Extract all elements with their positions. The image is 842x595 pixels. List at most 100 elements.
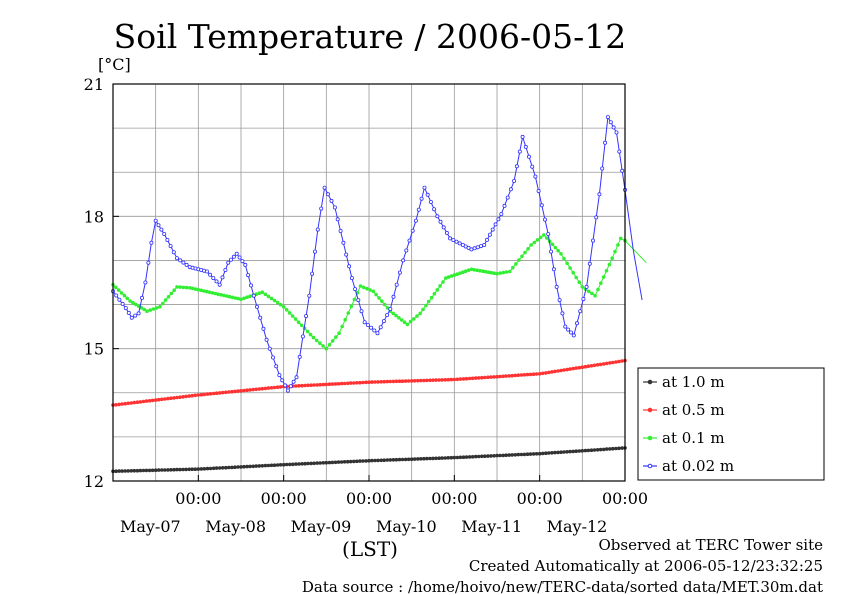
data-point xyxy=(264,337,269,342)
data-point xyxy=(523,250,527,255)
data-point xyxy=(504,374,508,378)
data-point xyxy=(413,218,418,223)
data-point xyxy=(147,468,152,473)
data-point xyxy=(517,149,522,154)
data-point xyxy=(479,375,484,380)
data-point xyxy=(539,203,544,208)
data-point xyxy=(559,252,563,256)
data-point xyxy=(359,309,364,314)
data-point xyxy=(616,243,620,247)
data-point xyxy=(620,359,624,363)
data-point xyxy=(556,450,560,455)
data-point xyxy=(428,199,433,204)
data-point xyxy=(475,245,480,250)
data-point xyxy=(135,400,140,405)
data-point xyxy=(174,256,179,261)
data-point xyxy=(132,468,137,473)
data-point xyxy=(367,458,371,463)
data-point xyxy=(455,455,460,460)
data-point xyxy=(254,464,259,468)
data-point xyxy=(416,207,421,212)
series-at-0-02-m xyxy=(111,115,643,393)
data-point xyxy=(207,290,212,295)
data-point xyxy=(382,458,387,463)
data-point xyxy=(211,276,216,281)
data-point xyxy=(245,388,249,393)
data-point xyxy=(520,254,524,259)
data-point xyxy=(533,174,538,179)
data-point xyxy=(270,355,275,360)
data-point xyxy=(556,248,560,253)
data-point xyxy=(478,268,482,273)
data-point xyxy=(318,461,323,465)
data-point xyxy=(391,294,396,299)
data-point xyxy=(234,251,239,256)
data-point xyxy=(138,468,143,473)
data-point xyxy=(260,290,265,295)
data-point xyxy=(391,379,396,384)
data-point xyxy=(154,306,159,310)
data-point xyxy=(315,383,320,387)
data-point xyxy=(217,466,222,470)
data-point xyxy=(171,250,176,255)
note-created: Created Automatically at 2006-05-12/23:3… xyxy=(469,557,823,575)
data-point xyxy=(604,447,609,451)
data-point xyxy=(400,379,405,384)
data-point xyxy=(120,469,124,473)
data-point xyxy=(303,461,307,466)
data-point xyxy=(291,379,296,384)
data-point xyxy=(144,468,149,473)
data-point xyxy=(571,449,575,454)
data-point xyxy=(598,447,603,452)
data-point xyxy=(437,456,441,461)
data-point xyxy=(610,256,614,261)
data-point xyxy=(551,267,556,272)
data-point xyxy=(598,362,603,367)
data-point xyxy=(123,401,127,406)
data-point xyxy=(510,453,515,457)
data-point xyxy=(409,379,414,383)
data-point xyxy=(315,227,320,232)
data-point xyxy=(507,269,512,274)
data-point xyxy=(409,457,414,462)
data-point xyxy=(510,265,515,270)
data-point xyxy=(193,287,198,291)
data-point xyxy=(467,376,472,381)
data-point xyxy=(467,455,472,459)
data-point xyxy=(334,335,338,339)
data-point xyxy=(248,388,252,392)
data-point xyxy=(240,259,245,264)
data-point xyxy=(342,459,347,464)
data-point xyxy=(178,285,183,289)
data-point xyxy=(394,282,399,287)
data-point xyxy=(340,324,345,329)
data-point xyxy=(574,275,578,280)
data-point xyxy=(284,307,289,312)
data-point xyxy=(507,374,512,378)
data-point xyxy=(419,196,424,201)
data-point xyxy=(327,382,332,387)
data-point xyxy=(245,464,249,469)
data-point xyxy=(550,370,554,374)
data-point xyxy=(428,456,432,461)
data-point xyxy=(376,380,380,384)
data-point xyxy=(297,354,302,359)
data-point xyxy=(577,280,582,285)
data-point xyxy=(202,392,207,397)
data-point xyxy=(199,288,204,293)
data-point xyxy=(337,331,341,336)
data-point xyxy=(248,464,252,469)
data-point xyxy=(233,296,238,300)
data-point xyxy=(432,207,437,212)
data-point xyxy=(175,395,179,400)
data-point xyxy=(272,385,277,390)
data-point xyxy=(534,372,539,376)
data-point xyxy=(146,260,151,265)
data-point xyxy=(297,462,301,466)
data-point xyxy=(274,364,279,369)
data-point xyxy=(470,454,475,459)
data-point xyxy=(428,378,432,383)
data-point xyxy=(214,391,219,396)
data-point xyxy=(339,460,344,464)
x-tick-date-label: May-12 xyxy=(547,517,608,536)
